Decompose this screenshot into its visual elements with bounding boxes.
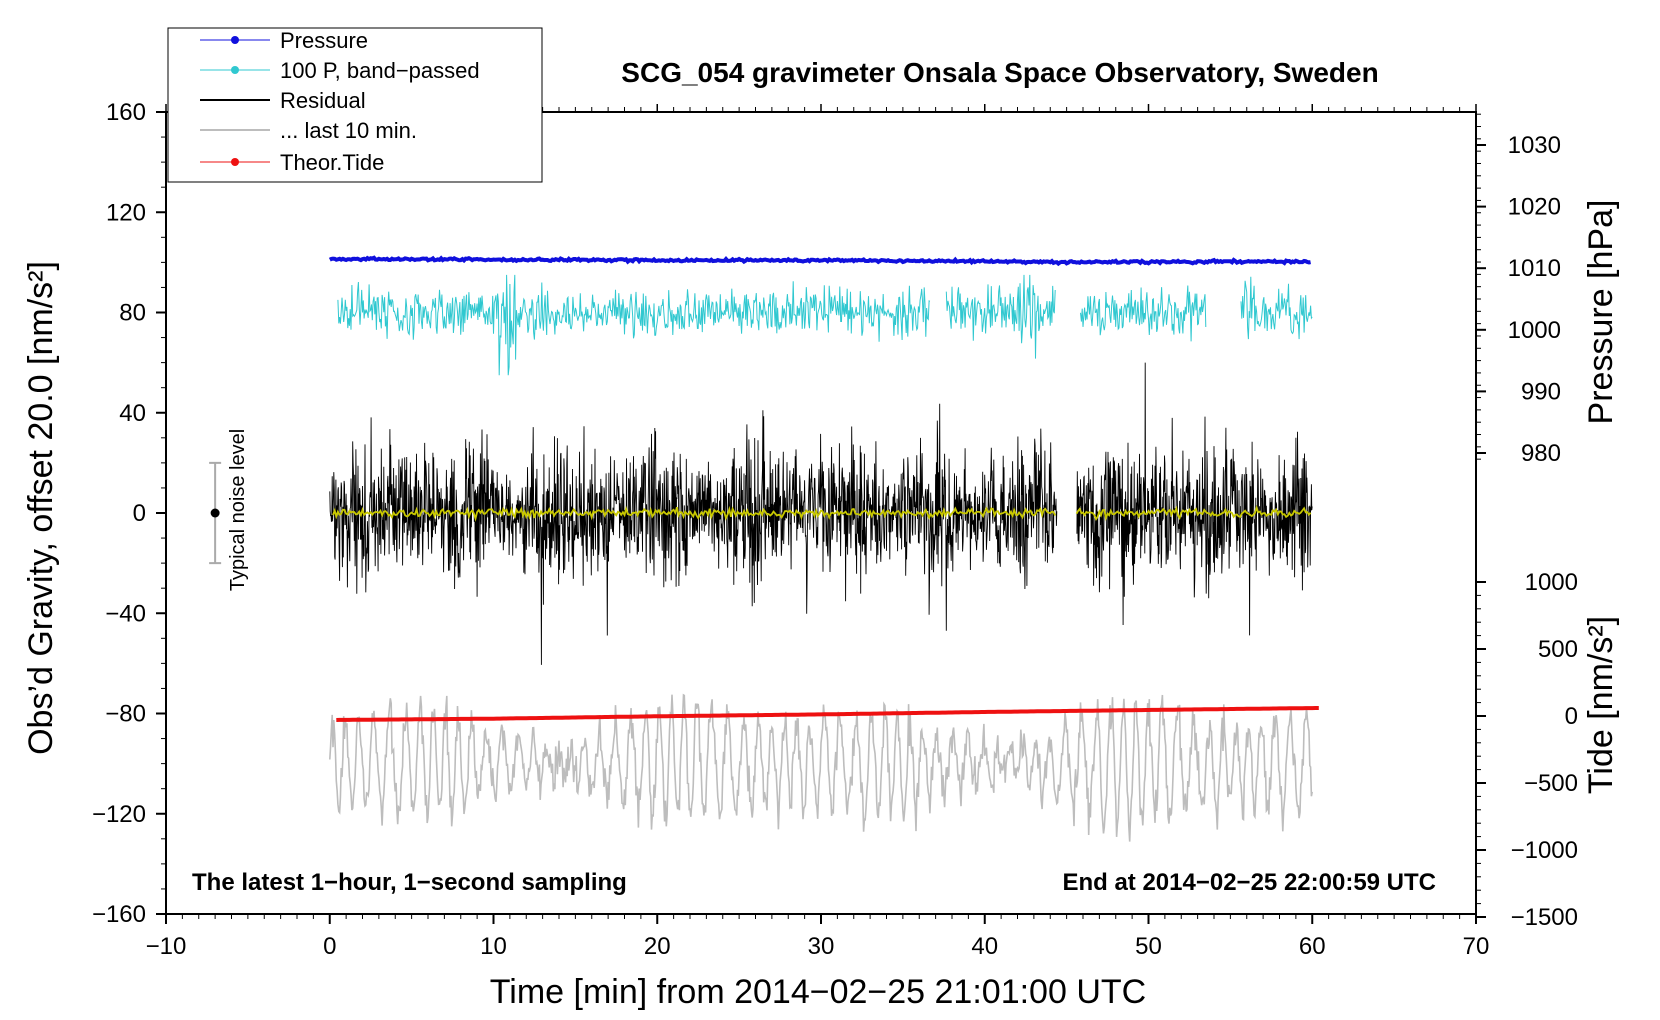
pressure-tick-label: 1030: [1508, 132, 1561, 159]
annotation-end-time: End at 2014−02−25 22:00:59 UTC: [1062, 869, 1436, 896]
noise-level-dot: [210, 508, 220, 518]
legend-marker-bandpassed: [231, 66, 239, 74]
y-axis-ticks: 160 120 80 40 0 −40 −80 −120 −160: [92, 99, 166, 928]
legend-item-pressure: Pressure: [200, 28, 368, 53]
series-pressure: [328, 255, 1311, 267]
legend-label-bandpassed: 100 P, band−passed: [280, 58, 480, 83]
y-tick-label: −80: [105, 701, 146, 728]
x-axis-label: Time [min] from 2014−02−25 21:01:00 UTC: [490, 973, 1146, 1011]
legend-item-last10: ... last 10 min.: [200, 118, 417, 143]
x-tick-label: −10: [146, 933, 187, 960]
pressure-tick-label: 1020: [1508, 194, 1561, 221]
series-bandpassed: [337, 274, 1313, 376]
legend-label-pressure: Pressure: [280, 28, 368, 53]
legend: Pressure 100 P, band−passed Residual ...…: [167, 27, 543, 183]
x-tick-label: 20: [644, 933, 671, 960]
series-residual-smoothed: [332, 504, 1312, 522]
y-tick-label: 0: [133, 500, 146, 527]
pressure-tick-label: 990: [1521, 378, 1561, 405]
y-tick-label: −40: [105, 600, 146, 627]
legend-item-bandpassed: 100 P, band−passed: [200, 58, 480, 83]
legend-label-tide: Theor.Tide: [280, 150, 384, 175]
y-tick-label: 120: [106, 199, 146, 226]
pressure-axis-ticks: 1030 1020 1010 1000 990 980: [1476, 113, 1561, 467]
chart-title: SCG_054 gravimeter Onsala Space Observat…: [621, 57, 1378, 88]
annotation-sampling: The latest 1−hour, 1−second sampling: [192, 869, 627, 896]
pressure-tick-label: 1010: [1508, 255, 1561, 282]
y-tick-label: −120: [92, 801, 146, 828]
x-tick-label: 60: [1299, 933, 1326, 960]
tide-tick-label: 500: [1538, 636, 1578, 663]
legend-item-tide: Theor.Tide: [200, 150, 384, 175]
tide-tick-label: 0: [1565, 703, 1578, 730]
x-tick-label: 40: [971, 933, 998, 960]
y-tick-label: 160: [106, 99, 146, 126]
series-residual: [329, 362, 1313, 665]
pressure-tick-label: 1000: [1508, 317, 1561, 344]
x-tick-label: 70: [1463, 933, 1490, 960]
x-axis-ticks: −10 0 10 20 30 40 50 60 70: [146, 104, 1490, 960]
y-tick-label: 40: [119, 400, 146, 427]
legend-box: [167, 27, 543, 183]
legend-marker-tide: [231, 158, 239, 166]
x-tick-label: 10: [480, 933, 507, 960]
x-tick-label: 30: [808, 933, 835, 960]
tide-tick-label: −1000: [1511, 837, 1578, 864]
legend-label-residual: Residual: [280, 88, 366, 113]
legend-marker-pressure: [231, 36, 239, 44]
tide-tick-label: 1000: [1525, 569, 1578, 596]
series-last-10-min: [329, 693, 1313, 842]
tide-axis-label: Tide [nm/s²]: [1582, 616, 1620, 794]
data-series: [209, 255, 1319, 842]
tide-tick-label: −500: [1524, 770, 1578, 797]
y-tick-label: −160: [92, 901, 146, 928]
y-tick-label: 80: [119, 300, 146, 327]
pressure-tick-label: 980: [1521, 440, 1561, 467]
tide-axis-ticks: 1000 500 0 −500 −1000 −1500: [1476, 569, 1578, 931]
series-theoretical-tide: [336, 706, 1319, 722]
tide-tick-label: −1500: [1511, 904, 1578, 931]
y-axis-label: Obs’d Gravity, offset 20.0 [nm/s²]: [22, 261, 60, 755]
legend-label-last10: ... last 10 min.: [280, 118, 417, 143]
x-tick-label: 50: [1135, 933, 1162, 960]
x-tick-label: 0: [323, 933, 336, 960]
pressure-axis-label: Pressure [hPa]: [1582, 200, 1620, 425]
legend-item-residual: Residual: [200, 88, 366, 113]
noise-level-label: Typical noise level: [227, 429, 249, 591]
